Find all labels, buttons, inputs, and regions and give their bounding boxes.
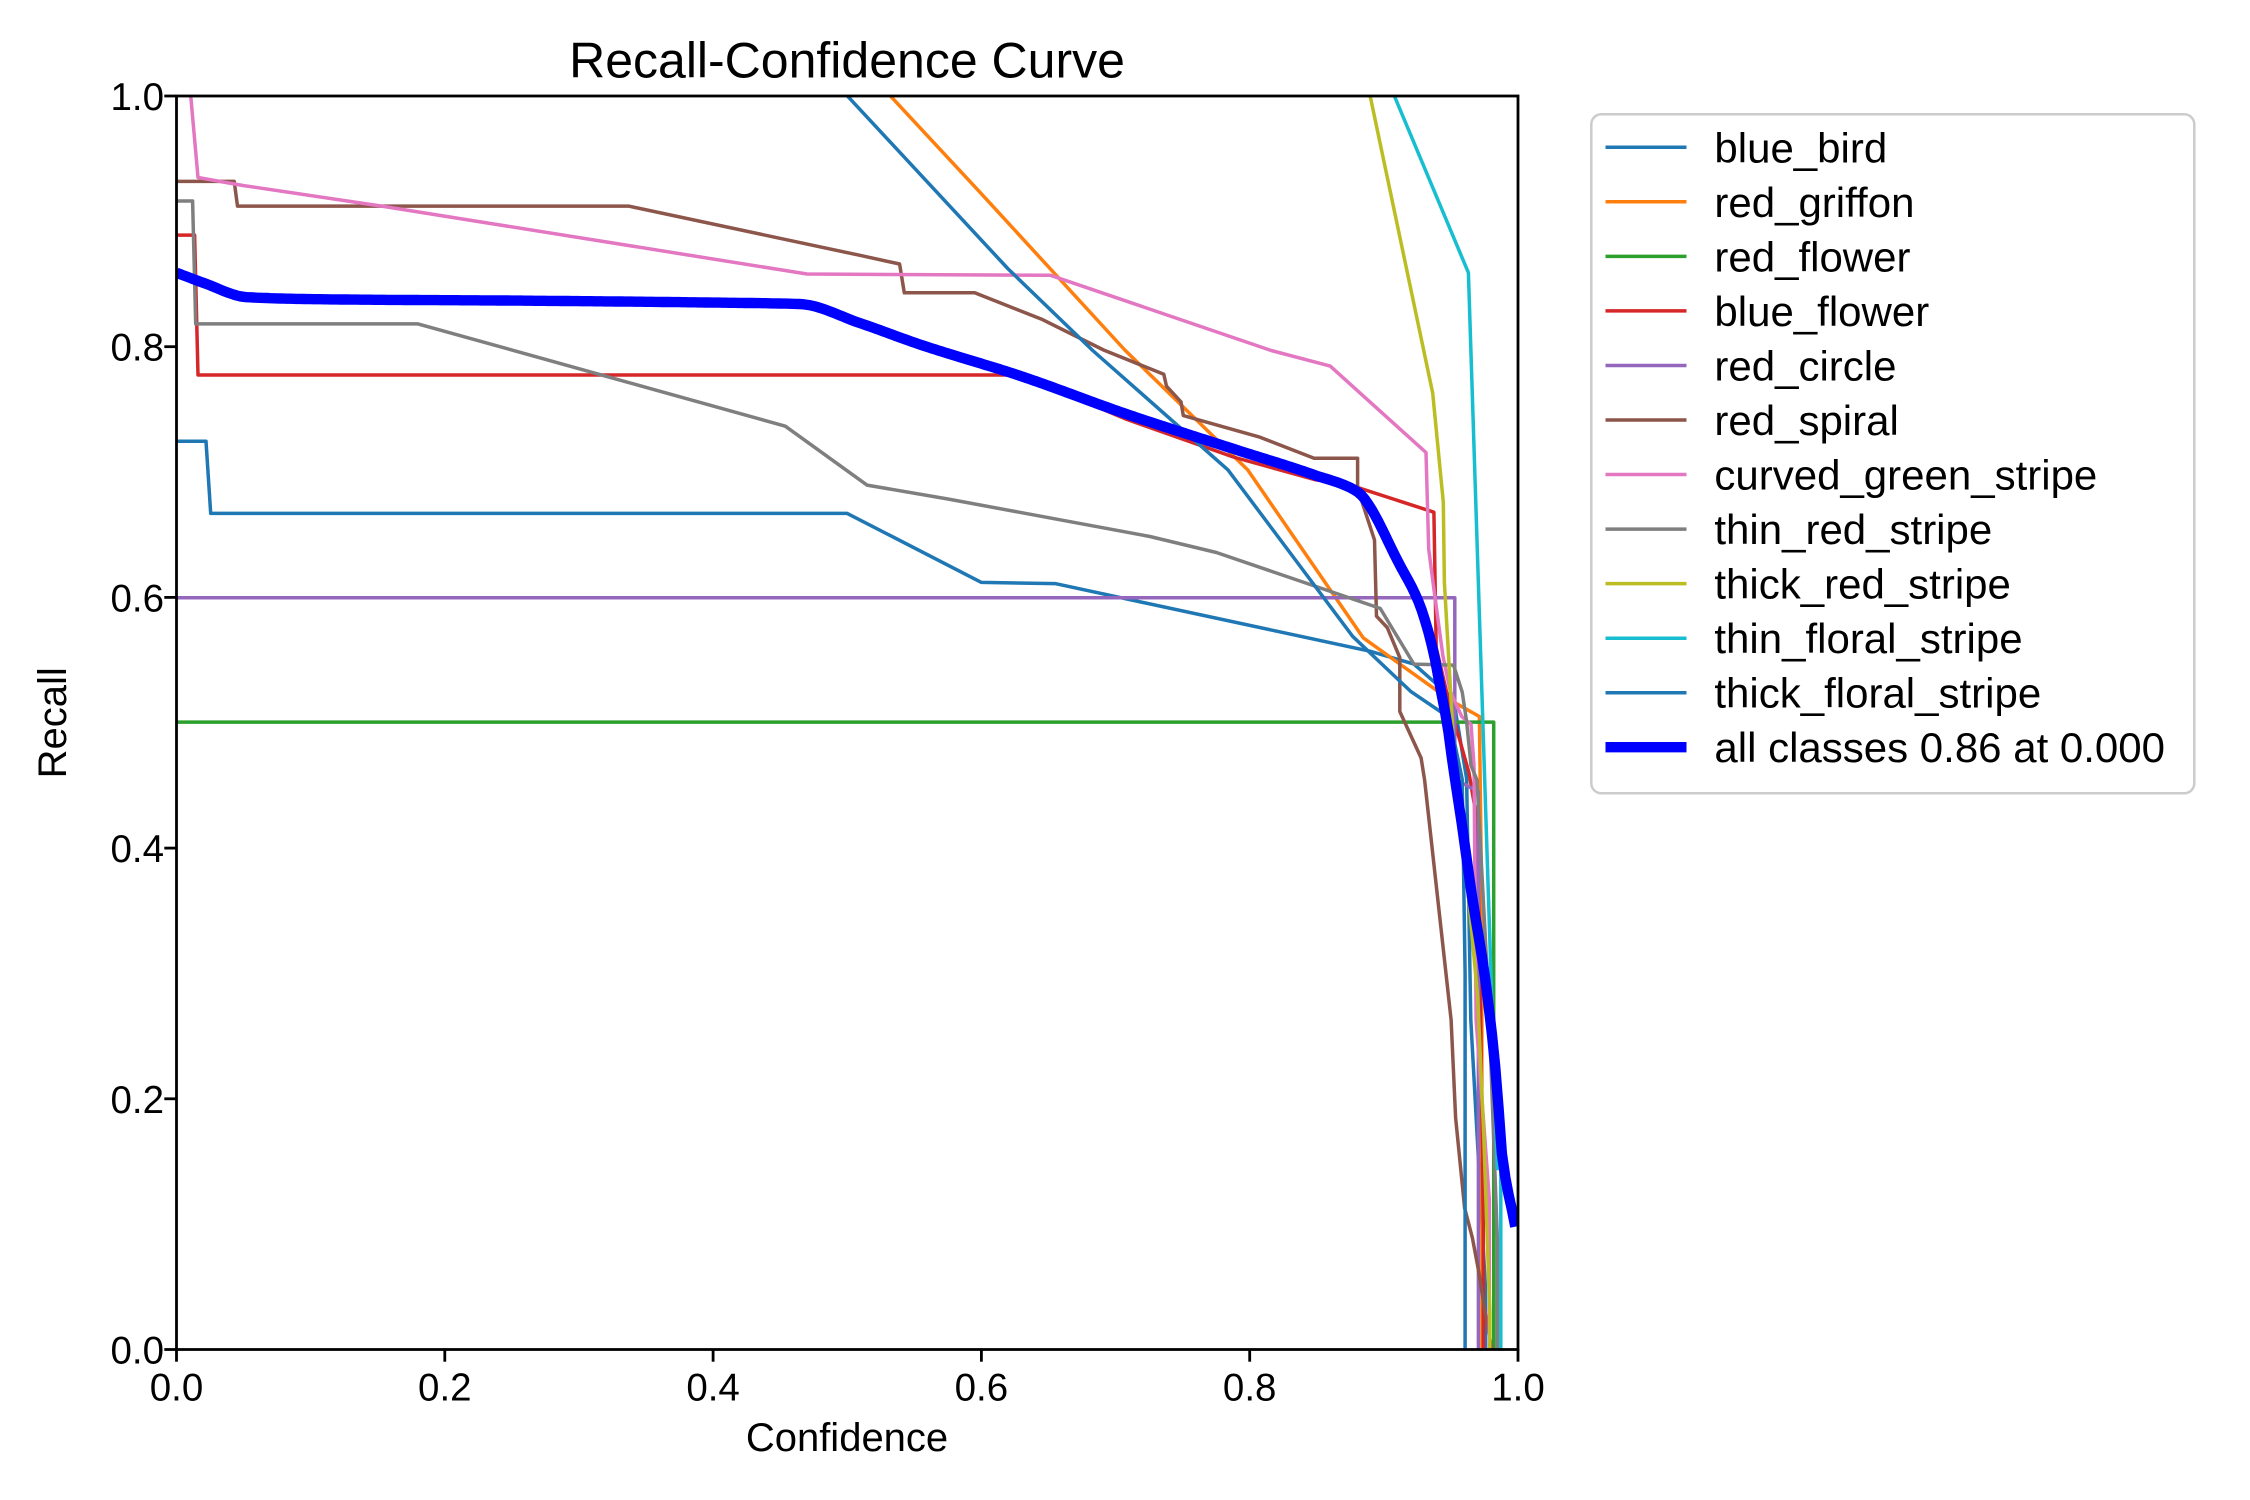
- svg-text:0.4: 0.4: [686, 1367, 740, 1410]
- svg-text:Recall-Confidence Curve: Recall-Confidence Curve: [569, 33, 1125, 89]
- svg-text:Confidence: Confidence: [746, 1416, 948, 1460]
- svg-text:0.0: 0.0: [150, 1367, 204, 1410]
- svg-text:curved_green_stripe: curved_green_stripe: [1714, 452, 2097, 499]
- svg-text:red_flower: red_flower: [1714, 233, 1910, 280]
- svg-text:Recall: Recall: [31, 667, 75, 778]
- svg-text:0.8: 0.8: [110, 327, 164, 370]
- svg-text:0.0: 0.0: [110, 1330, 164, 1373]
- svg-text:blue_flower: blue_flower: [1714, 288, 1929, 335]
- svg-text:blue_bird: blue_bird: [1714, 124, 1887, 171]
- svg-text:red_spiral: red_spiral: [1714, 397, 1898, 444]
- svg-text:0.8: 0.8: [1223, 1367, 1277, 1410]
- svg-text:0.6: 0.6: [110, 577, 164, 620]
- svg-text:all classes 0.86 at 0.000: all classes 0.86 at 0.000: [1714, 724, 2165, 771]
- svg-text:red_circle: red_circle: [1714, 343, 1896, 390]
- svg-text:0.2: 0.2: [418, 1367, 472, 1410]
- svg-text:thick_red_stripe: thick_red_stripe: [1714, 561, 2010, 608]
- svg-text:red_griffon: red_griffon: [1714, 179, 1914, 226]
- svg-text:0.6: 0.6: [955, 1367, 1009, 1410]
- svg-text:thin_floral_stripe: thin_floral_stripe: [1714, 615, 2022, 662]
- svg-text:0.2: 0.2: [110, 1079, 164, 1122]
- svg-text:thick_floral_stripe: thick_floral_stripe: [1714, 670, 2041, 717]
- svg-text:1.0: 1.0: [1491, 1367, 1545, 1410]
- svg-text:1.0: 1.0: [110, 76, 164, 119]
- svg-text:0.4: 0.4: [110, 828, 164, 871]
- svg-text:thin_red_stripe: thin_red_stripe: [1714, 506, 1992, 553]
